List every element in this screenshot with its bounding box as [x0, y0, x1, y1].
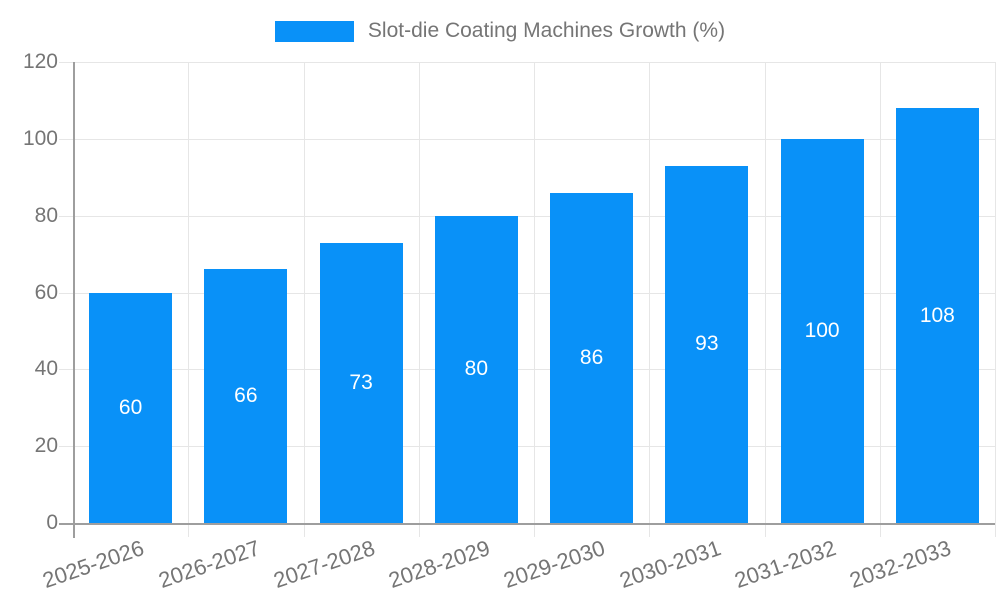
x-axis-tick — [534, 523, 535, 537]
x-axis-tick — [649, 523, 651, 537]
x-tick-label: 2028-2029 — [385, 535, 494, 593]
x-tick-label: 2030-2031 — [616, 535, 724, 593]
x-tick-label: 2029-2030 — [500, 535, 609, 593]
y-tick-label: 120 — [22, 50, 58, 73]
gridline-h — [59, 62, 995, 63]
y-tick-label: 80 — [34, 203, 58, 227]
bar: 80 — [434, 215, 518, 523]
y-tick-label: 0 — [46, 511, 58, 534]
x-axis-tick — [764, 523, 766, 537]
bar: 60 — [89, 292, 173, 523]
y-axis-line — [73, 62, 75, 538]
x-axis-line — [59, 523, 995, 525]
y-tick-label: 60 — [34, 280, 58, 304]
y-tick-label: 20 — [34, 434, 58, 458]
bar: 66 — [204, 269, 288, 523]
x-axis-tick — [418, 523, 420, 537]
x-tick-label: 2027-2028 — [270, 535, 378, 593]
bar-value-label: 66 — [234, 384, 258, 408]
gridline-v — [534, 62, 535, 523]
bar: 86 — [550, 192, 634, 523]
bar: 73 — [319, 242, 403, 523]
gridline-v — [879, 62, 881, 523]
x-axis-tick — [303, 523, 305, 537]
gridline-v — [188, 62, 190, 523]
gridline-v — [649, 62, 651, 523]
x-axis-tick — [879, 523, 881, 537]
x-axis-tick — [188, 523, 190, 537]
legend-label: Slot-die Coating Machines Growth (%) — [367, 19, 726, 42]
gridline-h — [59, 446, 995, 448]
x-tick-label: 2026-2027 — [155, 535, 263, 593]
y-tick-label: 40 — [34, 357, 58, 381]
x-tick-label: 2031-2032 — [731, 535, 839, 593]
gridline-h — [59, 215, 995, 217]
gridline-h — [59, 369, 995, 371]
gridline-v — [418, 62, 420, 523]
x-tick-label: 2032-2033 — [846, 535, 955, 593]
bar-value-label: 100 — [804, 318, 840, 342]
gridline-v — [303, 62, 305, 523]
bar: 100 — [780, 138, 864, 523]
gridline-v — [995, 62, 996, 523]
gridline-h — [59, 138, 995, 140]
gridline-h — [59, 292, 995, 294]
legend-swatch — [274, 20, 354, 42]
x-tick-label: 2025-2026 — [39, 535, 148, 593]
bar-value-label: 60 — [118, 395, 143, 419]
bar-value-label: 80 — [464, 357, 489, 381]
gridline-v — [764, 62, 766, 523]
y-tick-label: 100 — [22, 126, 58, 150]
x-axis-tick — [995, 523, 996, 537]
bar-value-label: 93 — [695, 332, 719, 356]
bar: 93 — [665, 165, 749, 523]
bar-value-label: 86 — [579, 345, 604, 369]
bar-value-label: 73 — [349, 370, 373, 394]
bar-value-label: 108 — [919, 303, 955, 327]
bar: 108 — [895, 108, 979, 523]
legend: Slot-die Coating Machines Growth (%) — [0, 18, 1000, 44]
